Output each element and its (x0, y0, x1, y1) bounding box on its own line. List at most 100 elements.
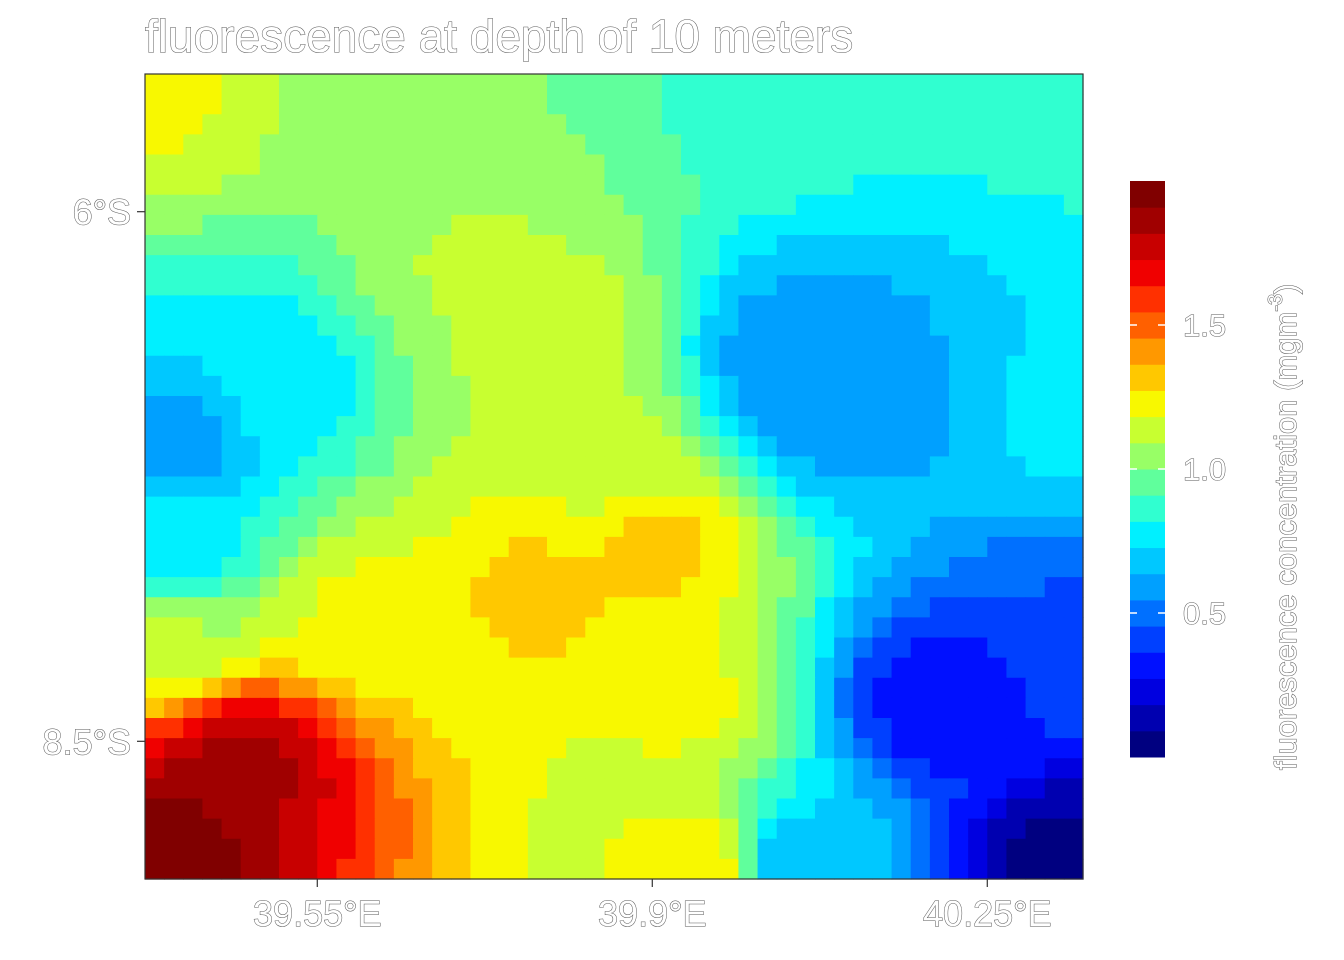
heatmap-cell (470, 597, 491, 618)
heatmap-cell (891, 436, 912, 457)
heatmap-cell (642, 496, 663, 518)
heatmap-cell (815, 74, 835, 95)
heatmap-cell (1044, 194, 1065, 216)
heatmap-cell (719, 597, 740, 618)
heatmap-cell (451, 134, 472, 156)
heatmap-cell (221, 738, 242, 759)
heatmap-cell (795, 617, 816, 639)
heatmap-cell (202, 718, 223, 739)
heatmap-cell (585, 94, 606, 115)
heatmap-cell (566, 577, 586, 598)
heatmap-cell (604, 738, 625, 759)
heatmap-cell (776, 637, 797, 659)
heatmap-cell (279, 214, 299, 236)
heatmap-cell (374, 798, 395, 820)
heatmap-cell (623, 375, 644, 397)
heatmap-cell (623, 516, 644, 538)
heatmap-cell (642, 335, 663, 357)
heatmap-cell (432, 496, 452, 518)
heatmap-cell (221, 315, 242, 337)
heatmap-cell (279, 174, 299, 196)
heatmap-cell (642, 758, 663, 779)
heatmap-cell (470, 416, 491, 437)
heatmap-cell (661, 858, 682, 880)
heatmap-cell (949, 275, 969, 296)
heatmap-cell (815, 818, 835, 840)
heatmap-cell (279, 235, 299, 256)
heatmap-cell (413, 798, 433, 820)
heatmap-cell (336, 375, 357, 397)
heatmap-cell (355, 436, 376, 457)
heatmap-cell (815, 758, 835, 779)
heatmap-cell (910, 375, 931, 397)
heatmap-cell (489, 818, 510, 840)
heatmap-cell (1044, 637, 1065, 659)
heatmap-cell (566, 637, 586, 659)
heatmap-cell (604, 637, 625, 659)
heatmap-cell (451, 295, 472, 317)
heatmap-cell (489, 738, 510, 759)
heatmap-cell (240, 194, 261, 216)
heatmap-cell (642, 657, 663, 679)
heatmap-cell (317, 536, 338, 558)
heatmap-cell (508, 496, 529, 518)
heatmap-cell (642, 74, 663, 95)
heatmap-cell (1025, 798, 1046, 820)
heatmap-cell (527, 295, 548, 317)
heatmap-cell (585, 536, 606, 558)
heatmap-cell (508, 295, 529, 317)
legend-title: fluorescence concentration (mgm-3) (1265, 284, 1303, 770)
heatmap-cell (1063, 295, 1084, 317)
heatmap-cell (757, 114, 778, 135)
heatmap-cell (317, 496, 338, 518)
heatmap-cell (929, 476, 950, 498)
heatmap-cell (623, 335, 644, 357)
heatmap-cell (604, 335, 625, 357)
heatmap-cell (470, 214, 491, 236)
heatmap-cell (145, 114, 165, 135)
heatmap-cell (604, 436, 625, 457)
heatmap-cell (757, 335, 778, 357)
heatmap-cell (566, 275, 586, 296)
heatmap-cell (1044, 355, 1065, 377)
heatmap-cell (949, 858, 969, 880)
heatmap-cell (681, 536, 701, 558)
heatmap-cell (451, 154, 472, 176)
heatmap-cell (355, 597, 376, 618)
heatmap-cell (987, 375, 1008, 397)
heatmap-cell (910, 577, 931, 598)
heatmap-cell (1063, 315, 1084, 337)
heatmap-cell (968, 838, 988, 860)
heatmap-cell (891, 617, 912, 639)
heatmap-cell (891, 154, 912, 176)
heatmap-cell (719, 677, 740, 699)
heatmap-cell (757, 416, 778, 437)
heatmap-cell (202, 516, 223, 538)
heatmap-cell (1063, 838, 1084, 860)
heatmap-cell (776, 778, 797, 800)
heatmap-cell (202, 275, 223, 296)
heatmap-cell (298, 657, 318, 679)
heatmap-cell (1006, 436, 1027, 457)
heatmap-cell (221, 476, 242, 498)
heatmap-cell (795, 194, 816, 216)
heatmap-cell (336, 858, 357, 880)
heatmap-cell (872, 194, 893, 216)
heatmap-cell (355, 657, 376, 679)
heatmap-cell (910, 214, 931, 236)
heatmap-cell (355, 637, 376, 659)
heatmap-cell (834, 536, 854, 558)
heatmap-cell (623, 597, 644, 618)
heatmap-cell (393, 335, 414, 357)
heatmap-cell (585, 174, 606, 196)
heatmap-cell (1063, 235, 1084, 256)
heatmap-cell (145, 476, 165, 498)
heatmap-cell (413, 718, 433, 739)
heatmap-cell (968, 476, 988, 498)
heatmap-cell (929, 758, 950, 779)
heatmap-cell (451, 456, 472, 478)
heatmap-cell (279, 335, 299, 357)
heatmap-cell (834, 557, 854, 578)
heatmap-cell (1044, 315, 1065, 337)
heatmap-cell (202, 315, 223, 337)
